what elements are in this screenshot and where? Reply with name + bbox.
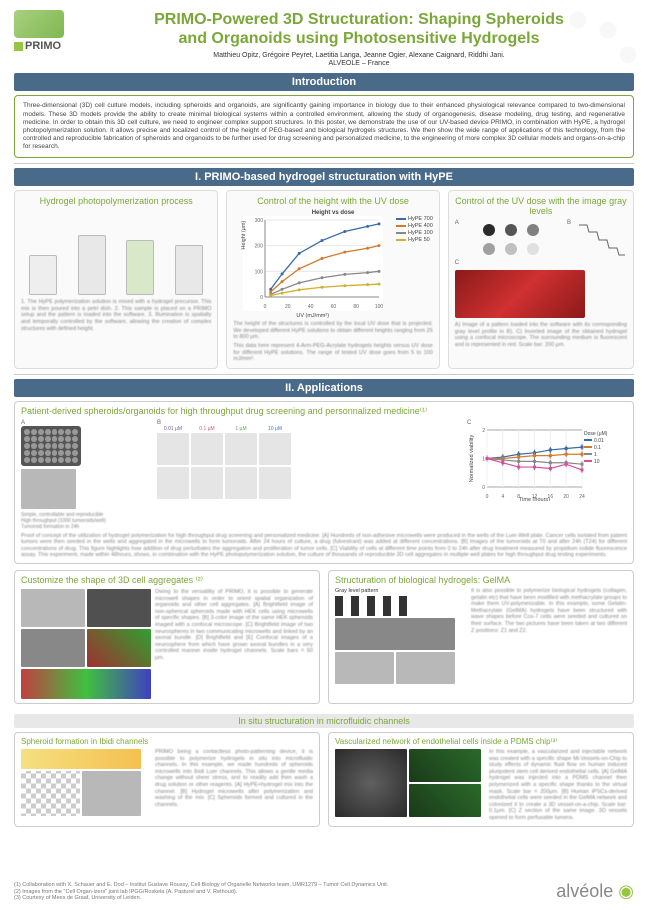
- bar-pattern: [335, 596, 415, 616]
- footer: (1) Collaboration with X. Schauer and E.…: [14, 881, 634, 902]
- ibidi-title: Spheroid formation in Ibidi channels: [21, 737, 313, 746]
- svg-text:0: 0: [482, 485, 485, 491]
- panel-hydrogel-process: Hydrogel photopolymerization process 1. …: [14, 190, 218, 369]
- intro-box: Three-dimensional (3D) cell culture mode…: [14, 95, 634, 158]
- panel-customize: Customize the shape of 3D cell aggregate…: [14, 570, 320, 704]
- poster-root: PRIMO PRIMO-Powered 3D Structuration: Sh…: [0, 0, 648, 910]
- panel-height-dose: Control of the height with the UV dose H…: [226, 190, 439, 369]
- svg-text:24: 24: [579, 494, 585, 500]
- panel-screening: Patient-derived spheroids/organoids for …: [14, 401, 634, 564]
- screening-bullets: Simple, controllable and reproducible Hi…: [21, 512, 151, 530]
- poster-title-l1: PRIMO-Powered 3D Structuration: Shaping …: [84, 10, 634, 29]
- references: (1) Collaboration with X. Schauer and E.…: [14, 882, 388, 902]
- gelma-title: Structuration of biological hydrogels: G…: [335, 575, 627, 585]
- viability-chart: 04812162024012Dose (μM)0.010.1110Time (h…: [467, 426, 622, 501]
- gelma-caption: It is also possible to polymerize biolog…: [471, 588, 627, 684]
- svg-text:4: 4: [501, 494, 504, 500]
- panel-b-cap1: The height of the structures is controll…: [233, 321, 432, 341]
- svg-text:10: 10: [594, 459, 600, 465]
- panel-b-cap2: This data here represent 4-Arm-PEG-Acryl…: [233, 343, 432, 363]
- affiliation: ALVEOLE – France: [84, 60, 634, 67]
- dots-grid: [483, 224, 543, 256]
- primo-logo: PRIMO: [14, 40, 84, 52]
- customize-title: Customize the shape of 3D cell aggregate…: [21, 575, 313, 586]
- svg-text:0.01: 0.01: [594, 438, 604, 444]
- ref-1: (1) Collaboration with X. Schauer and E.…: [14, 882, 388, 889]
- screening-mid: B 0.01 μM0.1 μM1 μM10 μM: [157, 420, 461, 499]
- logo-area: PRIMO: [14, 10, 84, 52]
- panel-a-title: Hydrogel photopolymerization process: [21, 196, 211, 206]
- chart-ylabel: Height (μm): [241, 220, 247, 249]
- s1-header: I. PRIMO-based hydrogel structuration wi…: [14, 168, 634, 186]
- screening-title: Patient-derived spheroids/organoids for …: [21, 406, 627, 417]
- svg-text:300: 300: [254, 218, 263, 224]
- title-area: PRIMO-Powered 3D Structuration: Shaping …: [84, 10, 634, 67]
- authors: Matthieu Opitz, Grégoire Peyret, Laetiti…: [84, 52, 634, 59]
- ref-2: (2) Images from the "Cell Organ-izers" j…: [14, 889, 388, 896]
- svg-text:2: 2: [482, 428, 485, 434]
- red-3d-render: [455, 270, 585, 318]
- in-situ-header: In situ structuration in microfluidic ch…: [14, 714, 634, 728]
- well-plate-icon: [21, 426, 81, 466]
- svg-text:20: 20: [285, 304, 291, 310]
- vascular-title: Vascularized network of endothelial cell…: [335, 737, 627, 746]
- alveole-logo: alvéole ◉: [556, 881, 634, 902]
- svg-text:100: 100: [375, 304, 383, 310]
- hex-decoration: [558, 0, 648, 90]
- panel-vascular: Vascularized network of endothelial cell…: [328, 732, 634, 827]
- panel-b-title: Control of the height with the UV dose: [233, 196, 432, 206]
- vascular-caption: In this example, a vascularized and inje…: [489, 749, 627, 822]
- panel-c-caption: A) Image of a pattern loaded into the so…: [455, 322, 627, 348]
- svg-text:100: 100: [254, 269, 263, 275]
- chart-xlabel: UV (mJ/mm²): [296, 313, 329, 319]
- svg-text:40: 40: [308, 304, 314, 310]
- svg-text:20: 20: [563, 494, 569, 500]
- svg-text:Normalized viability: Normalized viability: [469, 434, 475, 482]
- customize-caption: Owing to the versatility of PRIMO, it is…: [155, 589, 313, 699]
- gelma-label: Gray level pattern: [335, 588, 465, 594]
- panel-c-title: Control of the UV dose with the image gr…: [455, 196, 627, 216]
- svg-text:1: 1: [482, 456, 485, 462]
- intro-header: Introduction: [14, 73, 634, 91]
- ibidi-caption: PRIMO being a contactless photo-patterni…: [155, 749, 313, 816]
- panel-gray-levels: Control of the UV dose with the image gr…: [448, 190, 634, 369]
- chart-legend: HyPE 700HyPE 400HyPE 100HyPE 50: [396, 216, 433, 311]
- conc-labels: 0.01 μM0.1 μM1 μM10 μM: [157, 426, 461, 432]
- svg-text:0: 0: [486, 494, 489, 500]
- panel-ibidi: Spheroid formation in Ibidi channels PRI…: [14, 732, 320, 827]
- svg-text:0.1: 0.1: [594, 445, 601, 451]
- panel-gelma: Structuration of biological hydrogels: G…: [328, 570, 634, 704]
- screening-right: C 04812162024012Dose (μM)0.010.1110Time …: [467, 420, 627, 503]
- svg-text:80: 80: [353, 304, 359, 310]
- screening-left: A Simple, controllable and reproducible …: [21, 420, 151, 530]
- s2-header: II. Applications: [14, 379, 634, 397]
- poster-title-l2: and Organoids using Photosensitive Hydro…: [84, 29, 634, 48]
- height-dose-chart: 0100200300020406080100 Height (μm) UV (m…: [243, 216, 383, 311]
- svg-text:0: 0: [260, 295, 263, 301]
- section1-row: Hydrogel photopolymerization process 1. …: [14, 190, 634, 369]
- svg-text:60: 60: [330, 304, 336, 310]
- svg-text:1: 1: [594, 452, 597, 458]
- svg-text:Time (hours): Time (hours): [519, 497, 550, 501]
- panel-a-caption: 1. The HyPE polymerization solution is m…: [21, 299, 211, 332]
- device-image: [14, 10, 64, 38]
- svg-text:0: 0: [263, 304, 266, 310]
- header: PRIMO PRIMO-Powered 3D Structuration: Sh…: [14, 10, 634, 67]
- process-diagram: [21, 210, 211, 295]
- screening-footer-text: Proof of concept of the utilization of h…: [21, 533, 627, 559]
- svg-text:Dose (μM): Dose (μM): [584, 431, 608, 437]
- ref-3: (3) Courtesy of Mees de Graaf, Universit…: [14, 895, 388, 902]
- svg-text:200: 200: [254, 244, 263, 250]
